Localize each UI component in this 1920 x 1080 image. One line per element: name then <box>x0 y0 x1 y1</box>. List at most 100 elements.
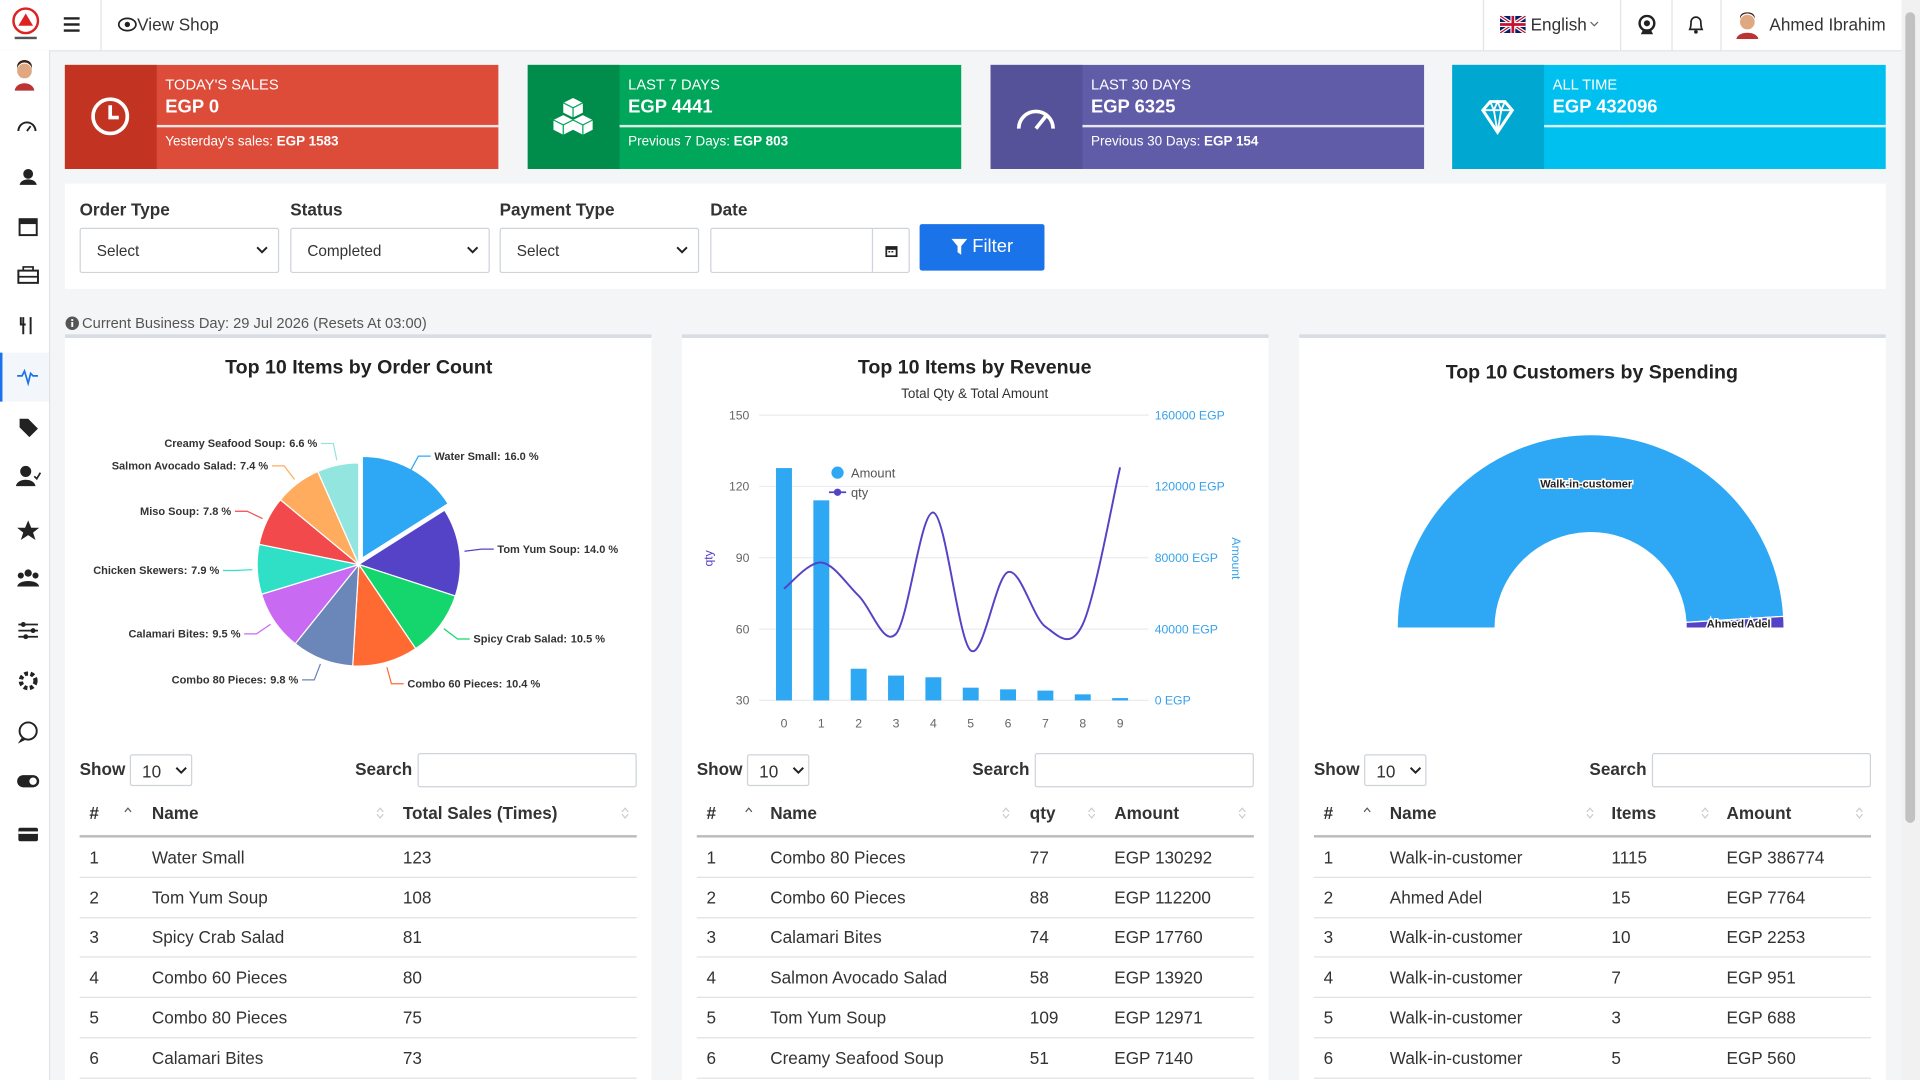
filter-button[interactable]: Filter <box>919 224 1045 271</box>
row-rule <box>1313 876 1872 878</box>
card-footer-label: Previous 7 Days: <box>628 134 730 150</box>
flag-uk <box>1500 15 1526 34</box>
select-chevron <box>256 246 268 254</box>
chevron <box>467 246 479 254</box>
table-cell: 6 <box>706 1047 717 1068</box>
filter-select-value: Select <box>516 242 560 260</box>
table-cell: Ahmed Adel <box>1389 887 1483 907</box>
notification-bell[interactable] <box>1687 15 1704 35</box>
table-cell: Creamy Seafood Soup <box>770 1047 944 1068</box>
view-shop-link[interactable]: View Shop <box>137 14 219 35</box>
column-header[interactable]: Name <box>1389 803 1437 823</box>
chart-panel <box>682 334 1269 1080</box>
filter-input[interactable] <box>710 227 910 274</box>
table-cell: Water Small <box>151 847 245 867</box>
page-size-select[interactable]: 10 <box>1364 754 1427 787</box>
sort-icon <box>1855 807 1863 819</box>
search-label: Search <box>1589 759 1647 779</box>
filter-label: Date <box>710 199 748 220</box>
card-icon-box <box>990 64 1083 169</box>
table-cell: 51 <box>1029 1047 1049 1068</box>
column-header[interactable]: Amount <box>1114 803 1180 823</box>
chart-panel <box>64 334 652 1080</box>
column-header[interactable]: # <box>1323 803 1334 823</box>
table-cell: 73 <box>402 1047 422 1068</box>
table-cell: EGP 688 <box>1726 1007 1796 1028</box>
table-cell: 81 <box>402 927 422 948</box>
column-header[interactable]: # <box>89 803 99 823</box>
stat-card: LAST 30 DAYS EGP 6325 Previous 30 Days: EGP… <box>990 64 1425 169</box>
page-size-value: 10 <box>1376 761 1396 782</box>
table-cell: 4 <box>706 967 717 988</box>
card-footer-value: EGP 803 <box>733 134 789 150</box>
page-size-select[interactable]: 10 <box>129 754 193 787</box>
sort-icon <box>1088 807 1096 819</box>
chevron <box>676 246 688 254</box>
page-size-select[interactable]: 10 <box>746 754 810 787</box>
camera-icon[interactable] <box>1637 14 1657 36</box>
filter-input[interactable]: Completed <box>290 227 490 274</box>
row-rule <box>79 916 637 918</box>
row-rule <box>79 956 637 959</box>
column-header[interactable]: Amount <box>1726 803 1792 823</box>
menu-toggle[interactable] <box>63 17 81 32</box>
stat-card: LAST 7 DAYS EGP 4441 Previous 7 Days: EGP 8… <box>527 64 962 169</box>
card-divider <box>619 124 962 127</box>
column-header[interactable]: Name <box>770 803 817 823</box>
table-cell: 2 <box>1323 887 1334 907</box>
calendar-button[interactable] <box>871 228 910 272</box>
table-cell: 88 <box>1029 887 1049 907</box>
row-rule <box>1313 956 1872 959</box>
column-header[interactable]: Name <box>151 803 199 823</box>
card-icon <box>1480 99 1515 136</box>
info-icon <box>65 316 79 330</box>
row-rule <box>696 1036 1254 1039</box>
table-cell: 3 <box>706 927 717 948</box>
column-header[interactable]: # <box>706 803 717 823</box>
card-divider <box>156 124 499 127</box>
active-nav-item[interactable] <box>0 352 49 402</box>
column-header[interactable]: qty <box>1029 803 1056 823</box>
table-cell: 5 <box>706 1007 717 1028</box>
row-rule <box>1313 916 1872 918</box>
select-chevron <box>676 246 688 254</box>
filter-input[interactable]: Select <box>499 227 700 274</box>
nav-icons[interactable] <box>0 50 49 1080</box>
table-cell: 80 <box>402 967 422 988</box>
scrollbar[interactable] <box>1901 0 1920 1080</box>
card-value: EGP 0 <box>165 96 220 118</box>
table-cell: 123 <box>402 847 432 867</box>
logo[interactable] <box>10 6 42 43</box>
table-cell: EGP 560 <box>1726 1047 1796 1068</box>
eye-icon <box>117 17 137 32</box>
card-icon-box <box>64 64 157 169</box>
card-label: ALL TIME <box>1552 75 1618 94</box>
search-input[interactable] <box>1651 753 1872 788</box>
column-header[interactable]: Items <box>1611 803 1657 823</box>
search-input[interactable] <box>417 753 637 788</box>
filter-select-value: Select <box>96 242 140 260</box>
card-footer-label: Yesterday's sales: <box>165 134 273 150</box>
card-icon <box>553 97 593 135</box>
table-cell: 77 <box>1029 847 1049 867</box>
table-cell: 15 <box>1611 887 1631 907</box>
scroll-thumb[interactable] <box>1905 12 1916 823</box>
table-cell: 3 <box>89 927 99 948</box>
table-cell: Spicy Crab Salad <box>151 927 285 948</box>
table-cell: 108 <box>402 887 432 907</box>
language-selector[interactable]: English <box>1530 14 1587 35</box>
column-header[interactable]: Total Sales (Times) <box>402 803 558 823</box>
table-cell: Walk-in-customer <box>1389 967 1523 988</box>
row-rule <box>696 916 1254 918</box>
filter-input[interactable]: Select <box>79 227 280 274</box>
table-cell: EGP 386774 <box>1726 847 1825 867</box>
table-cell: 2 <box>89 887 99 907</box>
sort-icon <box>1701 807 1709 819</box>
card-icon-box <box>1452 64 1545 169</box>
table-cell: Combo 60 Pieces <box>151 967 288 988</box>
search-input[interactable] <box>1034 753 1254 788</box>
top-bar: View Shop English Ahmed Ibrahim <box>0 0 1902 52</box>
stat-card: ALL TIME EGP 432096 <box>1452 64 1886 169</box>
user-menu[interactable]: Ahmed Ibrahim <box>1769 14 1886 35</box>
table-cell: EGP 951 <box>1726 967 1796 988</box>
